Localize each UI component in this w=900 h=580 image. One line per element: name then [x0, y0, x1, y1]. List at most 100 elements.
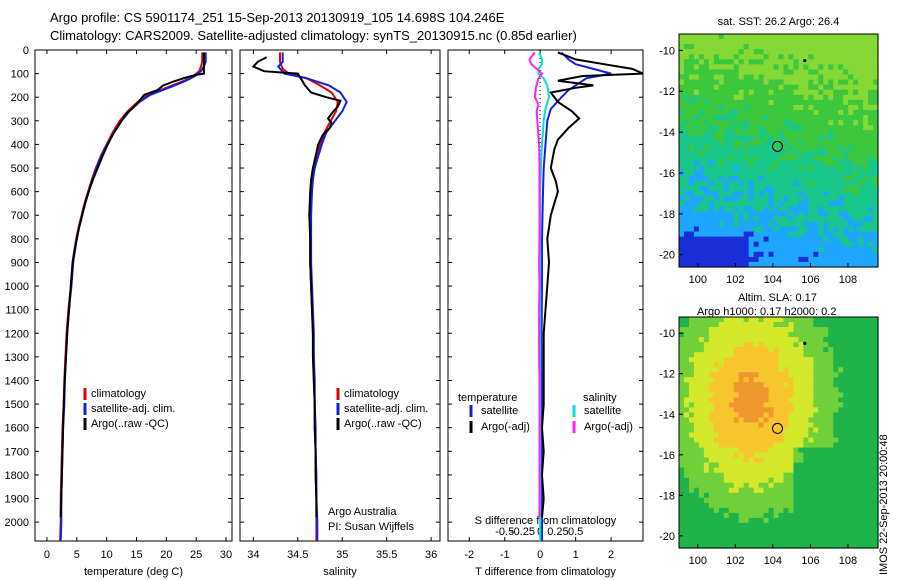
sla-map-cell — [733, 497, 740, 504]
sla-map-cell — [718, 487, 725, 494]
sst-map-cell — [863, 160, 869, 167]
sla-map-cell — [823, 492, 829, 499]
sla-map-cell — [688, 457, 695, 464]
sst-map-cell — [813, 34, 819, 40]
sla-map-cell — [813, 392, 819, 398]
sla-map-cell — [688, 332, 695, 338]
sla-map-cell — [863, 387, 869, 393]
sla-map-cell — [783, 462, 790, 469]
differences-frame — [447, 49, 644, 542]
sst-map-cell — [813, 150, 819, 157]
sla-map-cell — [848, 367, 854, 373]
sla-map-cell — [803, 442, 809, 449]
sst-map-cell — [873, 251, 879, 258]
sst-map-cell — [718, 175, 725, 182]
sla-map-cell — [753, 527, 760, 534]
sla-map-cell — [703, 522, 710, 529]
sst-map-cell — [833, 211, 839, 217]
sst-map-cell — [818, 125, 824, 131]
sla-map-cell — [733, 537, 740, 544]
sst-map-cell — [713, 160, 720, 167]
sla-map-cell — [728, 477, 735, 484]
sla-map-cell — [863, 532, 869, 539]
sst-map-cell — [833, 185, 839, 192]
sst-map-cell — [783, 196, 790, 202]
sst-map-cell — [708, 256, 715, 263]
sla-map-cell — [858, 367, 864, 373]
sla-map-cell — [683, 507, 690, 514]
sla-map-cell — [733, 407, 740, 414]
sst-map-cell — [748, 170, 755, 177]
sst-map-cell — [858, 64, 864, 71]
sst-map-cell — [679, 221, 685, 228]
sla-map-cell — [838, 377, 844, 383]
sla-map-cell — [853, 367, 859, 373]
sla-map-cell — [863, 357, 869, 363]
sla-map-cell — [723, 347, 730, 353]
sst-map-cell — [798, 150, 804, 157]
sst-map-cell — [848, 170, 854, 177]
sla-map-cell — [788, 377, 795, 383]
sst-map-cell — [763, 251, 770, 258]
sst-map-cell — [823, 54, 829, 60]
sla-map-cell — [828, 362, 834, 368]
sla-map-cell — [813, 527, 819, 534]
sst-map-cell — [763, 150, 770, 157]
salinity-xtick-label: 36 — [425, 549, 437, 561]
sst-map-cell — [753, 130, 760, 136]
sla-map-cell — [703, 492, 710, 499]
sla-map-cell — [738, 382, 745, 388]
sla-map-cell — [818, 392, 824, 398]
sla-map-cell — [773, 452, 780, 459]
sst-map-cell — [718, 54, 725, 60]
sla-map-cell — [679, 512, 685, 519]
sst-map-cell — [853, 34, 859, 40]
sla-map-cell — [773, 497, 780, 504]
sst-map-cell — [853, 201, 859, 207]
sla-map-cell — [718, 437, 725, 444]
sst-map-cell — [833, 120, 839, 126]
sst-map-cell — [693, 145, 700, 152]
sla-map-cell — [713, 462, 720, 469]
sst-map-cell — [758, 211, 765, 217]
sst-map-cell — [733, 120, 740, 126]
sst-map-cell — [833, 84, 839, 91]
sla-map-cell — [763, 402, 770, 408]
sst-map-cell — [823, 59, 829, 65]
sla-map-cell — [718, 322, 725, 328]
sst-map-cell — [683, 74, 690, 81]
sst-map-cell — [828, 201, 834, 207]
sst-map-cell — [768, 120, 775, 126]
sst-map-cell — [808, 130, 814, 136]
sla-map-cell — [748, 532, 755, 539]
sst-map-cell — [848, 49, 854, 55]
sla-map-cell — [788, 467, 795, 474]
sla-map-cell — [763, 442, 770, 449]
sst-map-cell — [833, 44, 839, 50]
sst-map-cell — [778, 59, 785, 65]
sst-map-cell — [723, 120, 730, 126]
sla-map-cell — [768, 527, 775, 534]
sla-map-cell — [738, 442, 745, 449]
sla-map-cell — [683, 472, 690, 479]
sst-map-cell — [843, 64, 849, 71]
sla-map-cell — [833, 447, 839, 454]
sla-map-cell — [783, 352, 790, 358]
sst-map-cell — [783, 226, 790, 233]
sst-map-cell — [748, 155, 755, 162]
sst-map-cell — [828, 160, 834, 167]
sla-map-cell — [863, 442, 869, 449]
sst-map-cell — [868, 165, 874, 172]
sst-map-cell — [853, 125, 859, 131]
sst-map-cell — [698, 84, 705, 91]
sst-map-cell — [693, 196, 700, 202]
sla-map-cell — [828, 482, 834, 489]
sst-map-cell — [858, 59, 864, 65]
sst-map-cell — [778, 201, 785, 207]
sst-map-cell — [723, 109, 730, 116]
sst-map-cell — [823, 99, 829, 106]
sla-map-cell — [713, 347, 720, 353]
sst-map-cell — [838, 99, 844, 106]
sla-map-cell — [853, 427, 859, 434]
sla-map-cell — [728, 502, 735, 509]
